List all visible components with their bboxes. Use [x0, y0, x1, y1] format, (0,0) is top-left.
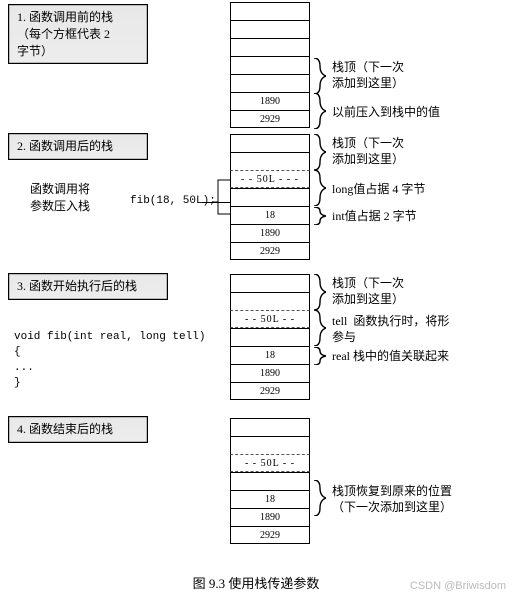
cell [230, 134, 310, 152]
left-2a: 函数调用将 [30, 180, 90, 197]
title-2-text: 2. 函数调用后的栈 [17, 139, 113, 153]
cell [230, 274, 310, 292]
brace-icon [312, 480, 326, 516]
cell [230, 20, 310, 38]
cell: 1890 [230, 224, 310, 242]
cell [230, 472, 310, 490]
cell: 1890 [230, 92, 310, 110]
annot-1a: 栈顶（下一次添加到这里） [332, 59, 404, 91]
cell: 2929 [230, 242, 310, 260]
cell [230, 188, 310, 206]
figure-container: 1. 函数调用前的栈（每个方框代表 2字节） 2. 函数调用后的栈 3. 函数开… [0, 0, 512, 600]
watermark: CSDN @Briwisdom [410, 580, 506, 592]
brace-icon [312, 310, 326, 346]
brace-icon [312, 347, 326, 365]
cell [230, 56, 310, 74]
code-line: { [14, 345, 205, 360]
code-line: void fib(int real, long tell) [14, 330, 205, 345]
func-code: void fib(int real, long tell) { ... } [14, 330, 205, 392]
left-2: 函数调用将 参数压入栈 [30, 180, 90, 214]
cell: 2929 [230, 382, 310, 400]
cell: 1890 [230, 508, 310, 526]
cell: - - 50L - - [230, 310, 310, 328]
stack-2: - - 50L - - - 18 1890 2929 [230, 134, 310, 260]
annot-2c: int值占据 2 字节 [332, 208, 417, 224]
annot-3b: tell 函数执行时，将形参与 [332, 313, 449, 345]
stack-3: - - 50L - - 18 1890 2929 [230, 274, 310, 400]
annot-2b: long值占据 4 字节 [332, 181, 425, 197]
title-box-2: 2. 函数调用后的栈 [8, 133, 148, 160]
brace-icon [312, 170, 326, 206]
fork-icon [212, 178, 232, 218]
cell: 2929 [230, 526, 310, 544]
left-2b: 参数压入栈 [30, 197, 90, 214]
cell: 18 [230, 206, 310, 224]
title-box-1: 1. 函数调用前的栈（每个方框代表 2字节） [8, 4, 148, 64]
cell [230, 2, 310, 20]
annot-2a: 栈顶（下一次添加到这里） [332, 135, 404, 167]
stack-1: 1890 2929 [230, 2, 310, 128]
cell: - - 50L - - [230, 454, 310, 472]
code-line: } [14, 376, 205, 391]
cell: - - 50L - - - [230, 170, 310, 188]
cell: 1890 [230, 364, 310, 382]
title-3-text: 3. 函数开始执行后的栈 [17, 279, 137, 293]
cell: 2929 [230, 110, 310, 128]
brace-icon [312, 58, 326, 94]
cell [230, 418, 310, 436]
code-line: ... [14, 361, 205, 376]
annot-1b: 以前压入到栈中的值 [332, 104, 440, 120]
brace-icon [312, 93, 326, 129]
title-box-4: 4. 函数结束后的栈 [8, 416, 148, 443]
cell: 18 [230, 490, 310, 508]
cell: 18 [230, 346, 310, 364]
title-4-text: 4. 函数结束后的栈 [17, 422, 113, 436]
annot-3c: real 栈中的值关联起来 [332, 348, 449, 364]
cell [230, 292, 310, 310]
cell [230, 436, 310, 454]
brace-icon [312, 207, 326, 225]
brace-icon [312, 134, 326, 170]
cell [230, 152, 310, 170]
stack-4: - - 50L - - 18 1890 2929 [230, 418, 310, 544]
cell [230, 74, 310, 92]
annot-3a: 栈顶（下一次添加到这里） [332, 275, 404, 307]
cell [230, 328, 310, 346]
title-box-3: 3. 函数开始执行后的栈 [8, 273, 168, 300]
annot-4a: 栈顶恢复到原来的位置（下一次添加到这里） [332, 483, 452, 515]
brace-icon [312, 274, 326, 310]
title-1-text: 1. 函数调用前的栈（每个方框代表 2字节） [17, 10, 113, 58]
call-code: fib(18, 50L); [130, 195, 216, 207]
cell [230, 38, 310, 56]
